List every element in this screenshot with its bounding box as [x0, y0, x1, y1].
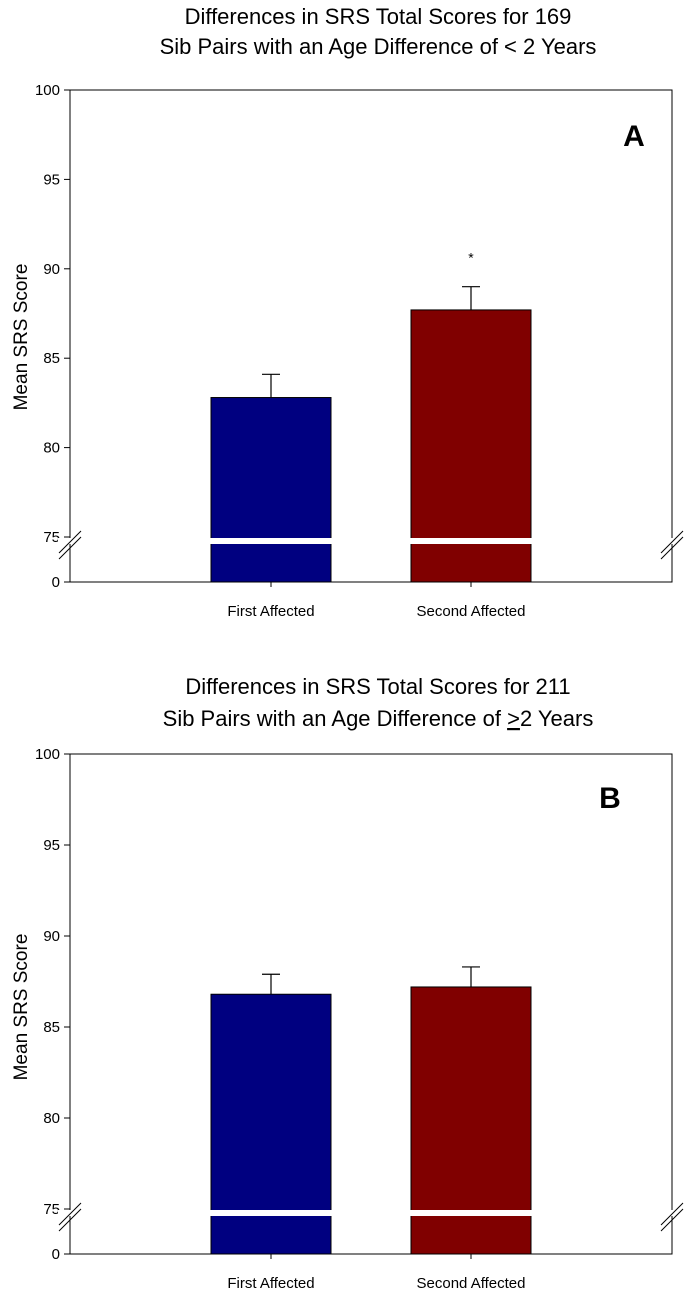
chart-a-axis-break-gap: [660, 538, 684, 544]
chart-b-axis-break-band: [71, 1210, 671, 1216]
chart-b-title-symbol: >: [507, 706, 520, 731]
chart-b-y-tick-label: 95: [43, 837, 60, 854]
chart-a-y-tick-label: 80: [43, 440, 60, 457]
chart-b-x-tick-label: First Affected: [227, 1275, 314, 1292]
chart-b-y-tick-label: 100: [35, 746, 60, 763]
chart-a-bar: [210, 397, 332, 583]
chart-b-plot-frame: [69, 753, 673, 1255]
chart-b-bar: [410, 986, 532, 1255]
chart-a-y-tick-label: 90: [43, 261, 60, 278]
chart-b-axis-break-slash: [660, 1208, 684, 1232]
chart-b-title-line2-end: 2 Years: [520, 706, 593, 731]
chart-a-axis-break-slash: [58, 530, 82, 554]
chart-b-x-tick-label: Second Affected: [417, 1275, 526, 1292]
chart-b-axis-break-gap: [58, 1210, 82, 1216]
chart-a-x-tick-label: First Affected: [227, 603, 314, 620]
chart-b-axis-break-slash: [58, 1202, 82, 1226]
chart-a-plot-frame: [69, 89, 673, 583]
chart-a-y-tick-label: 85: [43, 350, 60, 367]
chart-a-title-line1: Differences in SRS Total Scores for 169: [185, 4, 572, 29]
chart-a-axis-break-slash: [58, 536, 82, 560]
chart-a-panel-letter: A: [623, 120, 645, 153]
chart-a-y-tick-label: 75: [43, 529, 60, 546]
chart-a-title-line2: Sib Pairs with an Age Difference of < 2 …: [160, 34, 597, 59]
chart-b-y-tick-label: 0: [52, 1246, 60, 1263]
chart-a-significance-marker: *: [468, 250, 474, 266]
chart-b-y-tick-label: 75: [43, 1201, 60, 1218]
chart-a-x-tick-label: Second Affected: [417, 603, 526, 620]
chart-b-axis-break-slash: [58, 1208, 82, 1232]
chart-a-y-tick-label: 100: [35, 82, 60, 99]
chart-a-axis-break-band: [71, 538, 671, 544]
chart-b-y-tick-label: 80: [43, 1110, 60, 1127]
chart-b-title-line1: Differences in SRS Total Scores for 211: [185, 674, 570, 699]
chart-b-axis-break-slash: [660, 1202, 684, 1226]
chart-a-y-axis-label: Mean SRS Score: [11, 264, 32, 411]
chart-b-y-tick-label: 90: [43, 928, 60, 945]
chart-a-y-tick-label: 0: [52, 574, 60, 591]
chart-b-title-line2-text: Sib Pairs with an Age Difference of: [163, 706, 507, 731]
chart-b-axis-break-gap: [660, 1210, 684, 1216]
chart-a-axis-break-gap: [58, 538, 82, 544]
chart-b-plot: 75 80 85 90 95 100 0 First Affected Second Affec…: [35, 746, 684, 1292]
chart-a-plot: 75 80 85 90 95 100 0 First Affected * Second Affe…: [35, 82, 684, 620]
chart-a-axis-break-slash: [660, 530, 684, 554]
chart-b-y-tick-label: 85: [43, 1019, 60, 1036]
chart-b-title-line2: Sib Pairs with an Age Difference of >2 Y…: [163, 706, 594, 731]
chart-b-y-axis-label: Mean SRS Score: [11, 934, 32, 1081]
chart-b-panel-letter: B: [599, 782, 621, 815]
chart-a-axis-break-slash: [660, 536, 684, 560]
chart-a-y-tick-label: 95: [43, 171, 60, 188]
